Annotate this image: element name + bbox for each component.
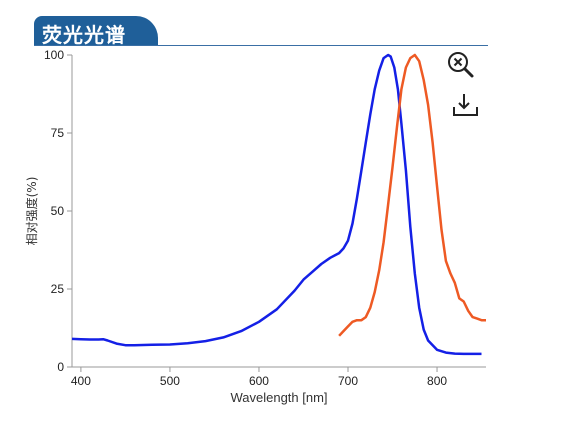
chart-series	[71, 53, 486, 356]
emission-spectrum-line	[338, 53, 486, 337]
x-tick-label: 400	[71, 374, 91, 388]
x-tick-label: 800	[427, 374, 447, 388]
y-tick-label: 75	[51, 126, 65, 140]
x-tick-label: 700	[338, 374, 358, 388]
x-tick-label: 600	[249, 374, 269, 388]
y-tick-label: 25	[51, 282, 65, 296]
header-divider	[34, 45, 488, 46]
x-tick-label: 500	[160, 374, 180, 388]
header-tab	[34, 16, 158, 46]
x-axis-title: Wavelength [nm]	[230, 390, 327, 405]
download-button[interactable]	[450, 90, 482, 122]
y-axis-title: 相对强度(%)	[24, 177, 39, 246]
y-tick-label: 100	[44, 48, 64, 62]
zoom-reset-icon	[448, 52, 474, 78]
page-title: 荧光光谱	[42, 23, 126, 47]
excitation-spectrum-line	[71, 53, 482, 356]
download-icon	[453, 94, 478, 116]
chart-ticks: 400 500 600 700 800 0 25 50 75 100	[44, 48, 447, 388]
y-tick-label: 50	[51, 204, 65, 218]
chart-axes	[71, 55, 486, 368]
y-tick-label: 0	[57, 360, 64, 374]
zoom-reset-button[interactable]	[446, 50, 478, 82]
